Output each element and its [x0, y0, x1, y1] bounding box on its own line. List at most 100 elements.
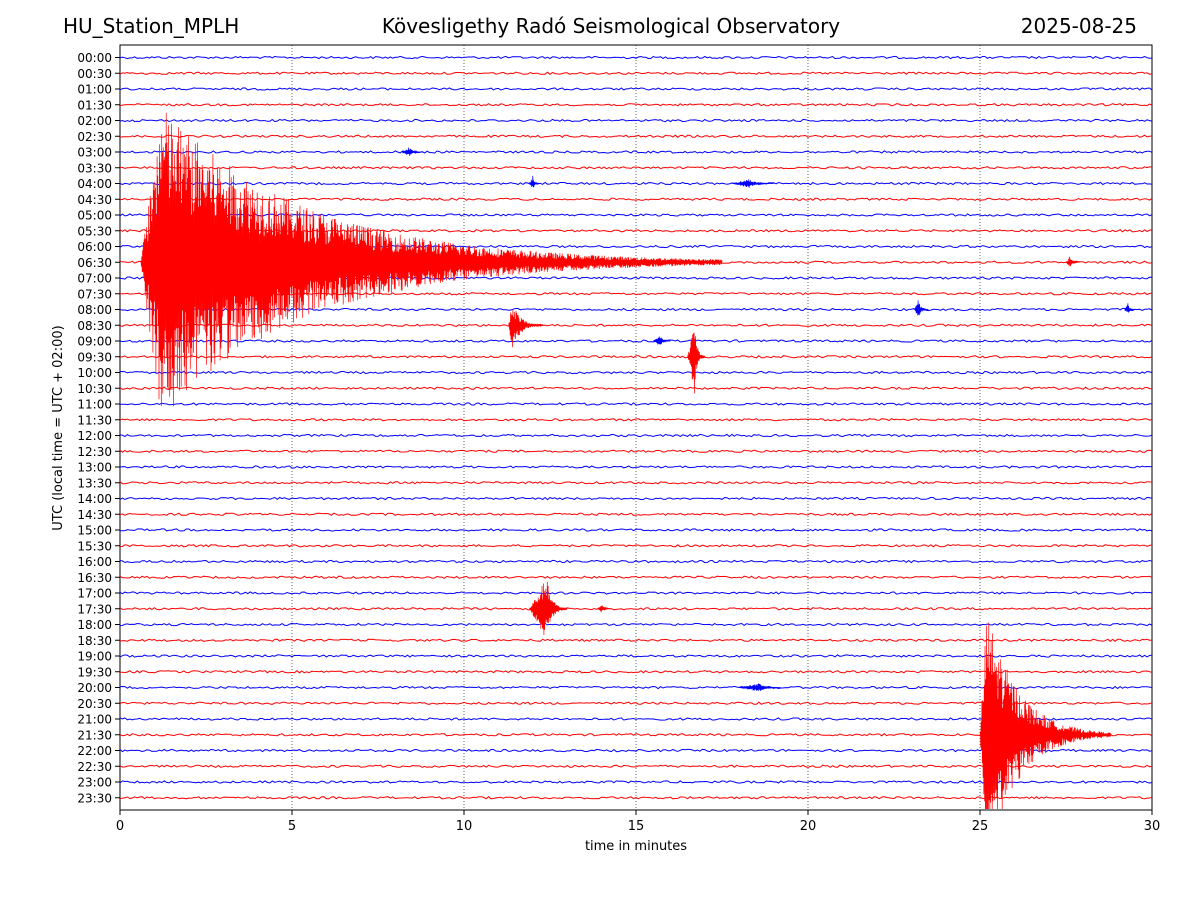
grid-lines	[291, 45, 981, 810]
trace-0030	[119, 71, 1153, 75]
trace-2100	[119, 717, 1153, 721]
event-0800-5	[914, 300, 929, 316]
y-tick-label-2100: 21:00	[77, 713, 112, 727]
y-axis-label: UTC (local time = UTC + 02:00)	[51, 325, 66, 530]
trace-0500	[119, 213, 1153, 217]
trace-1900	[119, 654, 1153, 658]
y-tick-label-0700: 07:00	[77, 272, 112, 286]
event-2130-13	[979, 622, 1112, 810]
event-0800-6	[1124, 303, 1135, 313]
y-tick-label-0730: 07:30	[77, 287, 112, 301]
event-1730-10	[529, 581, 568, 636]
trace-0800	[119, 307, 1153, 312]
y-tick-label-2000: 20:00	[77, 681, 112, 695]
y-tick-label-0800: 08:00	[77, 303, 112, 317]
y-tick-label-0900: 09:00	[77, 335, 112, 349]
y-tick-label-2330: 23:30	[77, 791, 112, 805]
trace-0930	[119, 355, 1153, 359]
x-tick-label-0: 0	[116, 819, 124, 834]
y-tick-label-1000: 10:00	[77, 366, 112, 380]
trace-1430	[119, 512, 1153, 516]
y-tick-label-1430: 14:30	[77, 508, 112, 522]
event-0630-0	[140, 112, 723, 407]
y-tick-label-0330: 03:30	[77, 161, 112, 175]
trace-1630	[119, 575, 1153, 579]
x-tick-label-10: 10	[456, 819, 473, 834]
trace-1730	[119, 607, 1153, 611]
trace-1600	[119, 559, 1153, 564]
trace-0830	[119, 323, 1153, 327]
y-tick-label-0230: 02:30	[77, 130, 112, 144]
trace-2230	[119, 764, 1153, 768]
seismic-events	[140, 112, 1135, 810]
y-tick-label-0830: 08:30	[77, 319, 112, 333]
x-axis-ticks: 0 5 10 15 20 25 30	[116, 810, 1160, 834]
y-tick-label-0500: 05:00	[77, 209, 112, 223]
trace-1830	[119, 638, 1153, 642]
y-tick-label-1030: 10:30	[77, 382, 112, 396]
trace-1930	[120, 670, 1153, 674]
trace-0230	[119, 134, 1153, 138]
trace-0000	[119, 55, 1153, 60]
y-tick-label-1730: 17:30	[77, 602, 112, 616]
y-tick-label-0600: 06:00	[77, 240, 112, 254]
y-tick-label-2300: 23:00	[77, 776, 112, 790]
station-name: HU_Station_MPLH	[63, 14, 240, 38]
y-tick-label-1530: 15:30	[77, 539, 112, 553]
y-tick-label-2030: 20:30	[77, 697, 112, 711]
event-0930-9	[687, 332, 706, 394]
trace-1330	[119, 481, 1153, 485]
y-tick-label-1500: 15:00	[77, 524, 112, 538]
y-tick-label-1700: 17:00	[77, 587, 112, 601]
trace-1500	[119, 528, 1153, 532]
y-tick-label-0300: 03:00	[77, 146, 112, 160]
y-tick-label-1600: 16:00	[77, 555, 112, 569]
x-tick-label-25: 25	[972, 819, 989, 834]
event-0300-1	[401, 147, 423, 156]
trace-0900	[119, 339, 1153, 343]
x-tick-label-30: 30	[1144, 819, 1161, 834]
y-tick-label-0000: 00:00	[77, 51, 112, 65]
trace-1800	[119, 622, 1153, 627]
x-tick-label-20: 20	[800, 819, 817, 834]
trace-2300	[119, 780, 1153, 784]
event-0900-8	[653, 336, 671, 345]
trace-1030	[119, 386, 1153, 390]
y-tick-label-1200: 12:00	[77, 429, 112, 443]
trace-1000	[119, 370, 1153, 375]
y-tick-label-1230: 12:30	[77, 445, 112, 459]
x-axis-label: time in minutes	[585, 839, 687, 854]
x-tick-label-15: 15	[628, 819, 645, 834]
trace-2330	[119, 796, 1153, 800]
event-0630-4	[1065, 256, 1080, 267]
trace-1300	[119, 465, 1153, 469]
trace-0300	[119, 150, 1153, 154]
y-tick-label-0030: 00:30	[77, 67, 112, 81]
trace-0100	[119, 87, 1153, 91]
y-tick-label-1330: 13:30	[77, 476, 112, 490]
y-tick-label-1100: 11:00	[77, 398, 112, 412]
y-tick-label-1400: 14:00	[77, 492, 112, 506]
trace-0330	[119, 166, 1152, 170]
trace-1700	[119, 591, 1153, 595]
y-tick-label-0130: 01:30	[77, 98, 112, 112]
trace-2030	[119, 701, 1153, 705]
y-tick-label-0430: 04:30	[77, 193, 112, 207]
trace-1100	[120, 402, 1153, 406]
trace-2130	[119, 733, 1153, 737]
trace-1200	[119, 433, 1153, 438]
y-tick-label-2130: 21:30	[77, 728, 112, 742]
trace-0400	[119, 181, 1153, 186]
event-0400-3	[732, 179, 774, 188]
event-0400-2	[529, 175, 540, 188]
y-tick-label-1630: 16:30	[77, 571, 112, 585]
y-tick-label-2230: 22:30	[77, 760, 112, 774]
trace-2200	[119, 748, 1153, 753]
x-tick-label-5: 5	[288, 819, 296, 834]
trace-1400	[119, 496, 1153, 501]
y-tick-label-0530: 05:30	[77, 224, 112, 238]
event-0830-7	[508, 309, 544, 348]
y-tick-label-0200: 02:00	[77, 114, 112, 128]
